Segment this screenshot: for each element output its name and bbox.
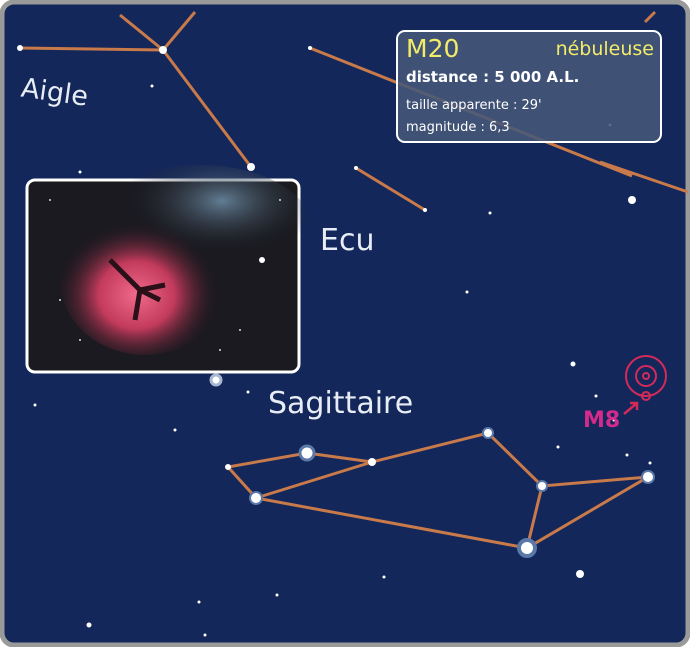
- object-distance: distance : 5 000 A.L.: [406, 68, 580, 86]
- object-size: taille apparente : 29': [406, 98, 542, 113]
- nebula-photo: [25, 165, 310, 374]
- object-label: M8: [583, 408, 620, 433]
- m8-arrow: [623, 401, 639, 415]
- object-name: M20: [406, 34, 460, 63]
- constellation-label: Sagittaire: [268, 386, 413, 421]
- constellation-label: Ecu: [320, 223, 374, 258]
- info-panel: M20 nébuleuse distance : 5 000 A.L. tail…: [396, 30, 662, 143]
- m8-marker: [625, 355, 667, 401]
- object-type: nébuleuse: [555, 38, 654, 60]
- object-magnitude: magnitude : 6,3: [406, 120, 510, 135]
- stars: [17, 45, 655, 637]
